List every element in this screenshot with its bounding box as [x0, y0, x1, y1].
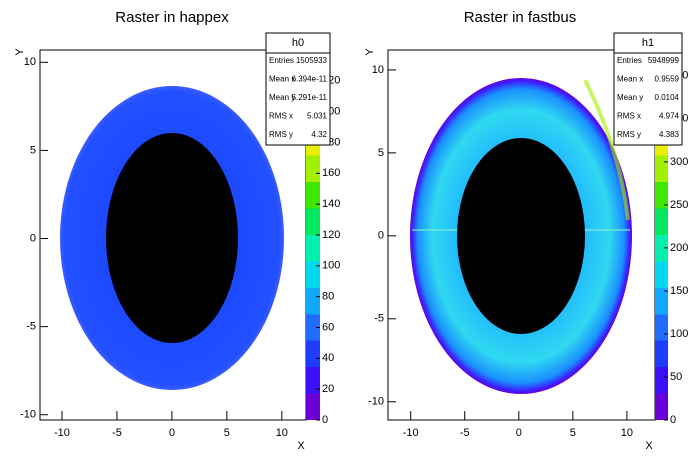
stats-label: RMS x: [617, 112, 641, 121]
plots: -10 -5 0 5 10-10-505100204060801001201401601…: [14, 9, 688, 452]
x-tick-label: -5: [460, 427, 470, 439]
x-tick-label: -5: [112, 427, 122, 439]
z-tick-label: 120: [322, 229, 340, 241]
z-tick-label: 40: [322, 352, 334, 364]
y-tick-label: 5: [378, 147, 384, 159]
stats-label: Mean y: [617, 93, 643, 102]
z-tick-label: 60: [322, 321, 334, 333]
stats-value: 4.974: [659, 112, 680, 121]
y-tick-label: 5: [30, 144, 36, 156]
stats-box: [265, 32, 331, 146]
y-tick-label: 10: [372, 64, 384, 76]
z-tick-label: 100: [322, 260, 340, 272]
z-tick-label: 50: [670, 371, 682, 383]
right-image: [410, 78, 632, 394]
stats-value: 5.291e-11: [292, 93, 328, 102]
stats-value: 6.394e-11: [292, 75, 328, 84]
x-axis-label: X: [297, 440, 305, 452]
y-axis-label: Y: [364, 48, 376, 56]
stats-name: h1: [642, 37, 654, 49]
y-tick-label: -5: [26, 321, 36, 333]
raster-highlight: [583, 79, 630, 221]
x-tick-label: 5: [224, 427, 230, 439]
x-tick-label: -10: [54, 427, 70, 439]
z-tick-label: 0: [670, 414, 676, 426]
stats-label: RMS x: [269, 112, 293, 121]
x-tick-label: 0: [516, 427, 522, 439]
stats-label: RMS y: [269, 130, 293, 139]
stats-label: Entries: [617, 56, 642, 65]
z-tick-label: 150: [670, 285, 688, 297]
chart-title: Raster in happex: [115, 9, 229, 26]
y-tick-label: 0: [30, 232, 36, 244]
stats-value: 5948999: [648, 56, 680, 65]
z-tick-label: 200: [670, 242, 688, 254]
y-tick-label: -10: [368, 396, 384, 408]
stats-label: Mean x: [269, 75, 295, 84]
left-image: [60, 86, 284, 390]
chart-title: Raster in fastbus: [464, 9, 577, 26]
x-tick-label: -10: [403, 427, 419, 439]
stats-value: 4.383: [659, 130, 680, 139]
x-tick-label: 5: [570, 427, 576, 439]
y-tick-label: 0: [378, 230, 384, 242]
z-tick-label: 80: [322, 291, 334, 303]
stats-box: [613, 32, 683, 146]
y-tick-label: 10: [24, 56, 36, 68]
x-tick-label: 0: [169, 427, 175, 439]
stats-value: 0.9559: [655, 75, 680, 84]
stats-name: h0: [292, 37, 304, 49]
x-tick-label: 10: [621, 427, 633, 439]
stats-value: 4.32: [311, 130, 327, 139]
z-tick-label: 100: [670, 328, 688, 340]
y-tick-label: -10: [20, 409, 36, 421]
stats-value: 1505933: [296, 56, 328, 65]
z-tick-label: 300: [670, 156, 688, 168]
z-tick-label: 0: [322, 414, 328, 426]
z-tick-label: 140: [322, 198, 340, 210]
x-tick-label: 10: [276, 427, 288, 439]
raster-hole: [106, 133, 238, 343]
z-tick-label: 20: [322, 383, 334, 395]
z-tick-label: 160: [322, 167, 340, 179]
stats-value: 5.031: [307, 112, 328, 121]
stats-label: Mean x: [617, 75, 643, 84]
stats-label: Mean y: [269, 93, 295, 102]
y-axis-label: Y: [14, 48, 26, 56]
x-axis-label: X: [645, 440, 653, 452]
stats-label: Entries: [269, 56, 294, 65]
raster-hole: [457, 138, 585, 334]
y-tick-label: -5: [374, 313, 384, 325]
stats-label: RMS y: [617, 130, 641, 139]
stats-value: 0.0104: [655, 93, 680, 102]
z-tick-label: 250: [670, 199, 688, 211]
